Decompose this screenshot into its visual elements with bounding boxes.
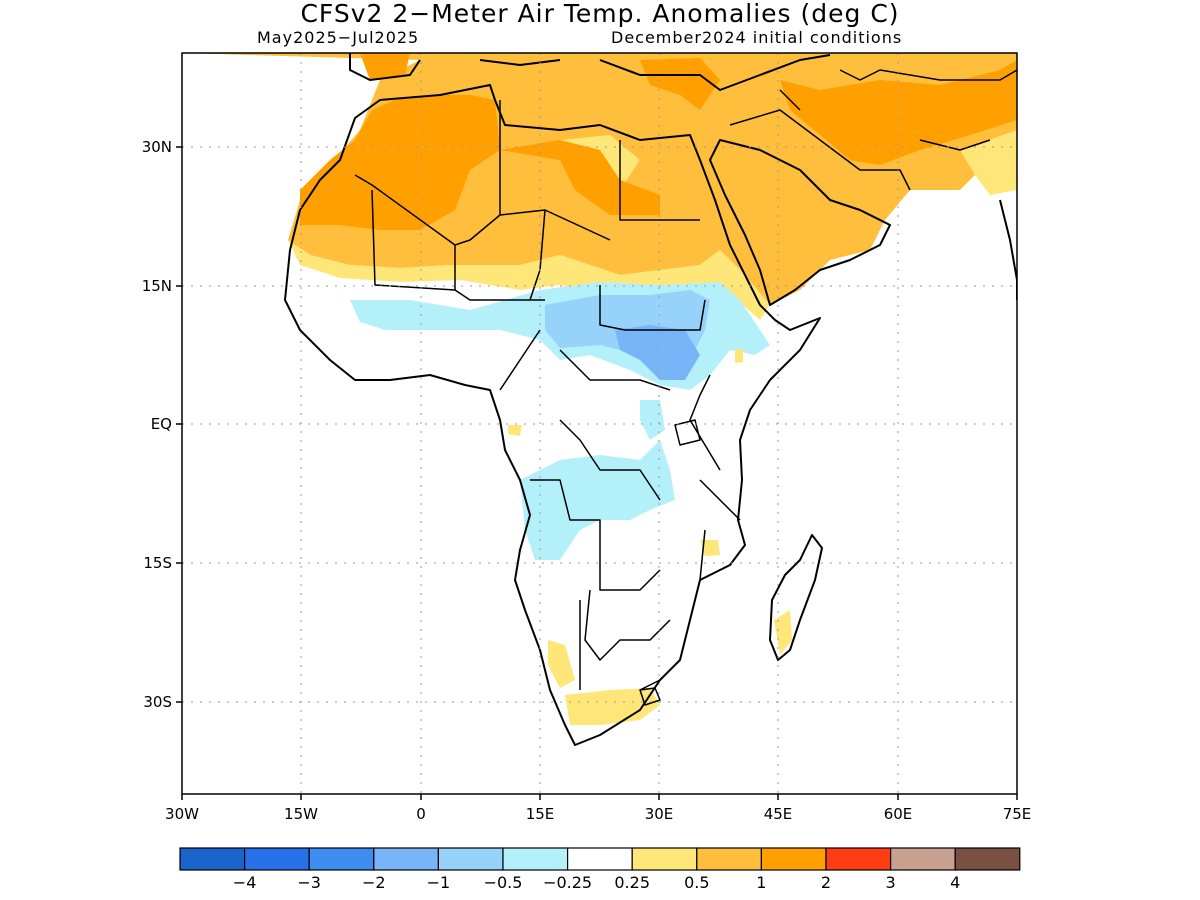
map-title: CFSv2 2−Meter Air Temp. Anomalies (deg C…	[300, 0, 900, 28]
colorbar-swatch	[825, 847, 892, 871]
lat-tick-label: 15S	[143, 554, 172, 572]
anomaly-shading	[182, 53, 1017, 725]
colorbar-label: 2	[821, 873, 831, 892]
tick-marks	[176, 146, 1018, 800]
lat-tick-label: 15N	[142, 277, 172, 295]
anomaly-region-south-africa-warm	[565, 688, 660, 725]
anomaly-region-ethiopia-warm	[735, 348, 743, 363]
anomaly-region-sudan-core	[615, 325, 700, 380]
colorbar-label: 0.25	[614, 873, 650, 892]
colorbar-swatch	[244, 847, 310, 871]
anomaly-region-gabon-warm	[508, 425, 522, 436]
colorbar-swatch	[696, 847, 762, 871]
lon-tick-label: 75E	[1003, 805, 1032, 823]
colorbar-label: −1	[427, 873, 451, 892]
colorbar-label: −3	[297, 873, 321, 892]
lat-tick-labels: 30N 15N EQ 15S 30S	[142, 138, 172, 711]
africa-coastline	[284, 84, 821, 746]
colorbar-labels: −4 −3 −2 −1 −0.5 −0.25 0.25 0.5 1 2 3 4	[233, 873, 960, 892]
iran-borders	[729, 69, 1017, 191]
lon-tick-label: 45E	[764, 805, 793, 823]
anomaly-region-sahara-core	[300, 95, 500, 230]
lat-tick-label: EQ	[151, 415, 172, 433]
lon-tick-labels: 30W 15W 0 15E 30E 45E 60E 75E	[165, 805, 1031, 823]
anomaly-region-madagascar-warm	[774, 610, 792, 655]
colorbar-swatch	[502, 847, 569, 871]
lat-tick-label: 30S	[143, 693, 172, 711]
colorbar-label: 4	[950, 873, 960, 892]
india-coastline	[999, 199, 1017, 300]
colorbar-swatch	[566, 847, 633, 871]
colorbar-swatch	[437, 847, 504, 871]
colorbar-label: 3	[886, 873, 896, 892]
lon-tick-label: 30W	[165, 805, 199, 823]
colorbar	[179, 847, 1021, 871]
arabia-coastline	[709, 139, 891, 306]
lon-tick-label: 0	[416, 805, 426, 823]
anomaly-region-mediterranean-core	[360, 53, 410, 80]
colorbar-label: 0.5	[684, 873, 709, 892]
coastlines	[284, 53, 1017, 746]
anomaly-region-sahel-edge	[288, 240, 770, 320]
colorbar-swatch	[179, 847, 246, 871]
anomaly-region-namibia-warm	[548, 640, 575, 688]
colorbar-label: −0.5	[484, 873, 523, 892]
country-borders	[354, 100, 741, 691]
colorbar-label: −0.25	[543, 873, 592, 892]
colorbar-swatch	[631, 847, 698, 871]
colorbar-swatch	[373, 847, 439, 871]
lake-victoria	[674, 419, 701, 446]
anomaly-region-congo-cool	[520, 440, 675, 560]
colorbar-label: −4	[233, 873, 257, 892]
anomaly-region-arabia-core	[640, 58, 720, 110]
colorbar-swatch	[760, 847, 827, 871]
colorbar-label: −2	[362, 873, 386, 892]
lat-tick-label: 30N	[142, 138, 172, 156]
lon-tick-label: 15W	[284, 805, 318, 823]
forecast-period: May2025−Jul2025	[257, 28, 420, 47]
anomaly-region-iran-edge	[960, 130, 1017, 195]
anomaly-region-iran-core	[780, 60, 1017, 165]
europe-coastline	[349, 53, 831, 91]
anomaly-region-rift-cool	[640, 400, 665, 440]
colorbar-label: 1	[756, 873, 766, 892]
lon-tick-label: 60E	[884, 805, 913, 823]
initial-conditions: December2024 initial conditions	[611, 28, 903, 47]
lon-tick-label: 30E	[645, 805, 674, 823]
colorbar-swatch	[308, 847, 375, 871]
grid-lines	[182, 53, 1017, 794]
anomaly-region-mozambique-warm	[700, 540, 720, 556]
madagascar-coastline	[769, 534, 823, 661]
colorbar-swatch	[889, 847, 956, 871]
lesotho	[639, 687, 661, 706]
colorbar-swatch	[954, 847, 1021, 871]
lon-tick-label: 15E	[526, 805, 555, 823]
